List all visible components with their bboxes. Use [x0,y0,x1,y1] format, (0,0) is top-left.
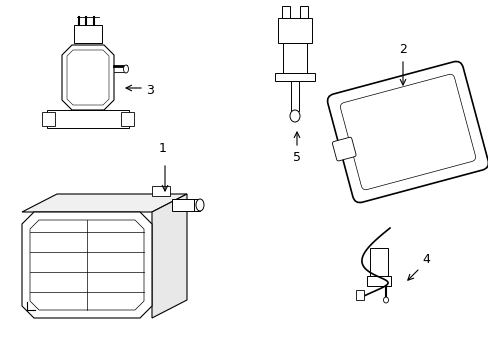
Ellipse shape [383,297,387,303]
Polygon shape [278,18,311,43]
Text: 1: 1 [159,142,166,155]
Polygon shape [42,112,55,126]
FancyBboxPatch shape [332,137,355,161]
Polygon shape [274,73,314,81]
FancyBboxPatch shape [340,74,475,190]
Polygon shape [282,6,289,18]
Polygon shape [74,25,102,43]
Polygon shape [22,194,186,212]
Polygon shape [172,199,200,211]
Ellipse shape [196,199,203,211]
Polygon shape [283,43,306,73]
Polygon shape [62,45,114,110]
Ellipse shape [289,110,299,122]
Polygon shape [67,50,109,105]
Polygon shape [299,6,307,18]
Polygon shape [30,220,143,310]
Ellipse shape [123,65,128,73]
Polygon shape [366,276,390,286]
Polygon shape [152,194,186,318]
Text: 2: 2 [398,43,406,56]
Polygon shape [22,212,152,318]
Polygon shape [152,186,170,196]
Polygon shape [355,290,363,300]
Text: 3: 3 [146,84,154,96]
Text: 5: 5 [292,151,301,164]
Text: 4: 4 [421,253,429,266]
FancyBboxPatch shape [327,62,488,203]
Polygon shape [290,81,298,111]
Polygon shape [369,248,387,276]
Polygon shape [121,112,134,126]
Polygon shape [47,110,129,128]
